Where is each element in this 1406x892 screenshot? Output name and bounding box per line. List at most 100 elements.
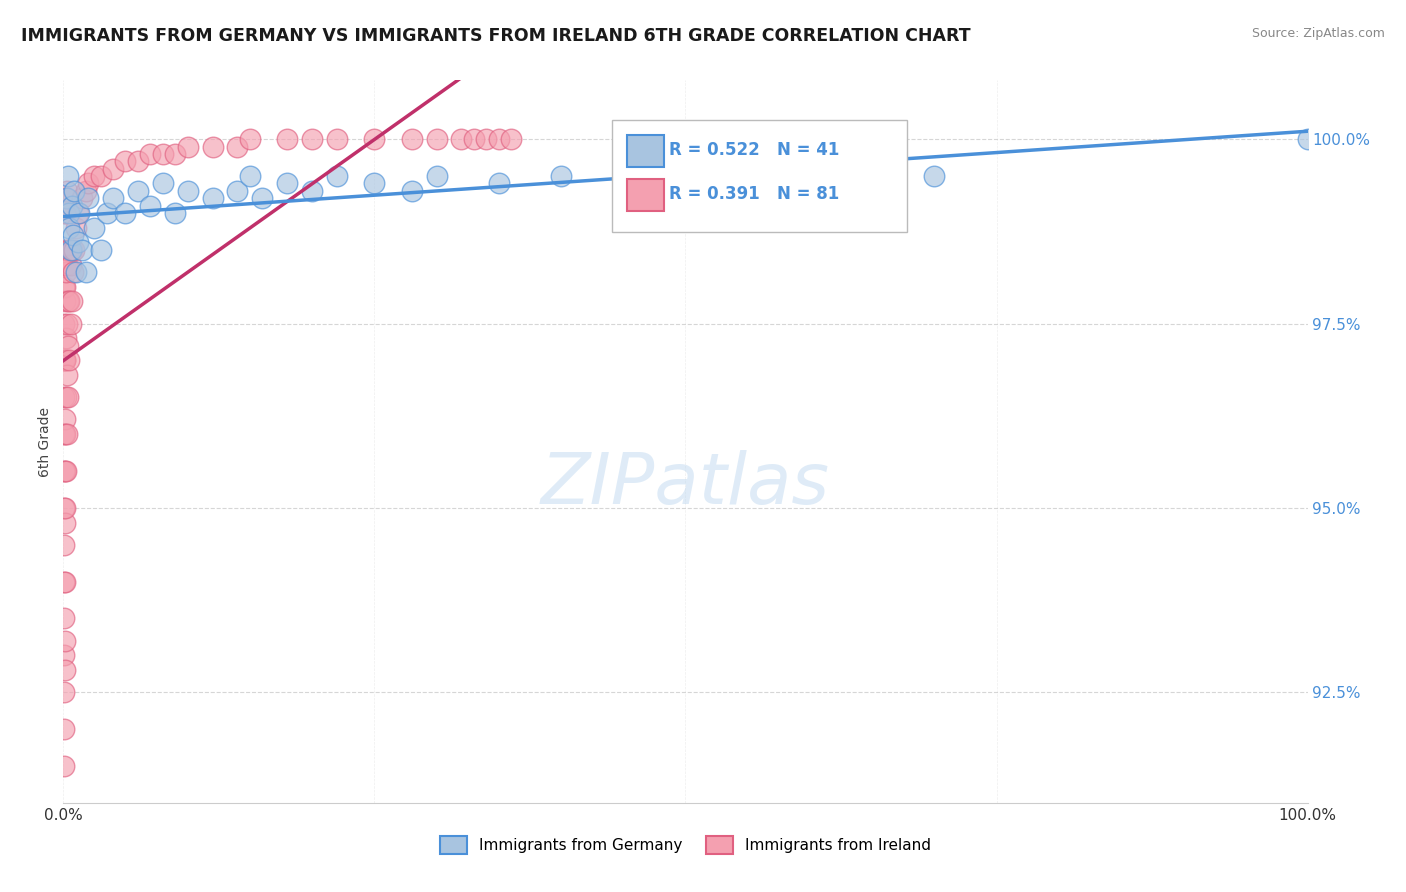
Point bbox=[56, 258, 79, 272]
Point bbox=[59, 243, 82, 257]
Point bbox=[52, 353, 75, 368]
Point bbox=[58, 294, 80, 309]
Point bbox=[165, 147, 187, 161]
Point bbox=[55, 390, 77, 404]
Point bbox=[75, 184, 97, 198]
Point bbox=[924, 169, 946, 183]
Point bbox=[101, 161, 124, 176]
Point bbox=[425, 169, 447, 183]
Text: R = 0.522   N = 41: R = 0.522 N = 41 bbox=[669, 141, 839, 159]
Point bbox=[53, 427, 76, 442]
Text: IMMIGRANTS FROM GERMANY VS IMMIGRANTS FROM IRELAND 6TH GRADE CORRELATION CHART: IMMIGRANTS FROM GERMANY VS IMMIGRANTS FR… bbox=[21, 27, 970, 45]
Point bbox=[488, 132, 510, 146]
Point bbox=[450, 132, 472, 146]
Point bbox=[53, 206, 76, 220]
Point bbox=[77, 177, 100, 191]
Point bbox=[301, 184, 323, 198]
Point bbox=[165, 206, 187, 220]
Point bbox=[1296, 132, 1319, 146]
Point bbox=[60, 294, 83, 309]
Point bbox=[55, 464, 77, 478]
Point bbox=[58, 206, 80, 220]
Point bbox=[83, 169, 105, 183]
Point bbox=[53, 294, 76, 309]
Point bbox=[59, 258, 82, 272]
Point bbox=[55, 265, 77, 279]
Point bbox=[127, 184, 149, 198]
Point bbox=[52, 538, 75, 552]
Y-axis label: 6th Grade: 6th Grade bbox=[38, 407, 52, 476]
Point bbox=[401, 132, 423, 146]
Point bbox=[90, 243, 112, 257]
Point bbox=[83, 220, 105, 235]
Point bbox=[75, 265, 97, 279]
Point bbox=[101, 191, 124, 205]
Point bbox=[152, 177, 174, 191]
Point bbox=[53, 353, 76, 368]
Point bbox=[326, 132, 349, 146]
Text: ZIPatlas: ZIPatlas bbox=[541, 450, 830, 519]
Point bbox=[239, 169, 262, 183]
Point bbox=[58, 243, 80, 257]
Point bbox=[53, 353, 76, 368]
Point bbox=[226, 139, 249, 153]
Point bbox=[114, 154, 136, 169]
Point bbox=[463, 132, 485, 146]
Text: Source: ZipAtlas.com: Source: ZipAtlas.com bbox=[1251, 27, 1385, 40]
Point bbox=[56, 427, 79, 442]
Point bbox=[52, 464, 75, 478]
Point bbox=[52, 611, 75, 625]
Point bbox=[58, 353, 80, 368]
Point bbox=[56, 317, 79, 331]
Point bbox=[425, 132, 447, 146]
Point bbox=[63, 243, 86, 257]
Point bbox=[301, 132, 323, 146]
Point bbox=[114, 206, 136, 220]
Point bbox=[612, 169, 634, 183]
Point bbox=[52, 648, 75, 663]
Text: R = 0.391   N = 81: R = 0.391 N = 81 bbox=[669, 186, 839, 203]
Point bbox=[56, 191, 79, 205]
Point bbox=[70, 191, 93, 205]
Point bbox=[62, 265, 84, 279]
Point bbox=[58, 169, 80, 183]
Point bbox=[52, 317, 75, 331]
Point bbox=[52, 427, 75, 442]
Point bbox=[58, 220, 80, 235]
Point bbox=[58, 294, 80, 309]
Point bbox=[363, 177, 385, 191]
Point bbox=[90, 169, 112, 183]
Point bbox=[53, 279, 76, 293]
Point bbox=[53, 258, 76, 272]
Point bbox=[55, 331, 77, 345]
Point bbox=[52, 243, 75, 257]
Point bbox=[52, 685, 75, 699]
Point bbox=[65, 220, 87, 235]
Point bbox=[501, 132, 523, 146]
Point bbox=[70, 243, 93, 257]
Point bbox=[475, 132, 498, 146]
Point bbox=[56, 184, 79, 198]
Point bbox=[139, 147, 162, 161]
Point bbox=[401, 184, 423, 198]
Point bbox=[53, 516, 76, 530]
Point bbox=[201, 191, 224, 205]
Point bbox=[53, 633, 76, 648]
Point bbox=[52, 574, 75, 589]
Point bbox=[177, 184, 200, 198]
Point bbox=[58, 243, 80, 257]
Point bbox=[152, 147, 174, 161]
Point bbox=[67, 206, 90, 220]
Point bbox=[56, 368, 79, 383]
Point bbox=[69, 206, 91, 220]
Point bbox=[52, 500, 75, 515]
Point bbox=[127, 154, 149, 169]
Point bbox=[96, 206, 118, 220]
Point bbox=[65, 265, 87, 279]
Point bbox=[63, 184, 86, 198]
Point bbox=[177, 139, 200, 153]
Point bbox=[276, 177, 298, 191]
Point bbox=[58, 390, 80, 404]
Point bbox=[201, 139, 224, 153]
Point bbox=[52, 759, 75, 773]
